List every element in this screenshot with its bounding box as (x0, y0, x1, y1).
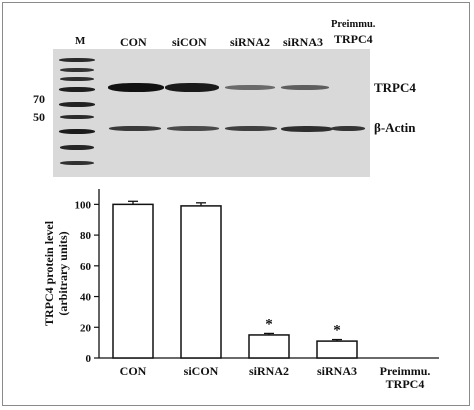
western-blot-image (53, 49, 370, 177)
x-tick-label: siRNA2 (249, 364, 289, 378)
trpc4-band-sirna3 (281, 85, 329, 90)
lane-label-sirna3: siRNA3 (283, 35, 324, 49)
y-tick-label: 0 (86, 353, 92, 365)
ladder-band (60, 115, 94, 119)
bar (180, 205, 222, 359)
significance-marker: * (265, 316, 273, 332)
lane-label-con: CON (120, 35, 147, 49)
mw-marker-70: 70 (33, 92, 45, 106)
trpc4-band-sicon (165, 83, 219, 92)
mw-marker-50: 50 (33, 110, 45, 124)
bar-chart: 0 20 40 60 80 100 TRPC4 protein level (arbitrar… (42, 189, 439, 391)
x-tick-label: TRPC4 (386, 377, 425, 391)
actin-band-sicon (167, 126, 219, 131)
marker-lane-label: M (75, 35, 86, 47)
lane-label-sicon: siCON (172, 35, 207, 49)
x-tick-label: Preimmu. (380, 364, 431, 378)
actin-band-sirna2 (225, 126, 277, 131)
y-axis-label-line1: TRPC4 protein level (42, 220, 56, 326)
ladder-band (59, 129, 95, 134)
y-tick-label: 80 (80, 230, 92, 242)
trpc4-band-label: TRPC4 (374, 80, 416, 95)
actin-band-label: β-Actin (374, 120, 416, 135)
actin-band-con (109, 126, 161, 131)
y-tick-label: 40 (80, 292, 92, 304)
ladder-band (60, 68, 94, 72)
lane-label-preimmune-line2: TRPC4 (334, 32, 373, 46)
ladder-band (60, 145, 94, 150)
trpc4-band-con (108, 83, 164, 92)
y-tick-label: 100 (75, 199, 92, 211)
actin-band-preimmune (331, 126, 365, 131)
ladder-band (59, 87, 95, 92)
y-tick-label: 60 (80, 261, 92, 273)
bar (248, 334, 290, 359)
bar (112, 203, 154, 359)
x-tick-label: CON (120, 364, 147, 378)
figure-frame: M CON siCON siRNA2 siRNA3 Preimmu. TRPC4… (2, 2, 470, 406)
bar (316, 340, 358, 359)
trpc4-band-sirna2 (225, 85, 275, 90)
y-tick-label: 20 (80, 322, 92, 334)
significance-marker: * (333, 323, 341, 339)
y-axis-label-line2: (arbitrary units) (56, 231, 70, 315)
ladder-band (60, 77, 94, 81)
ladder-band (59, 102, 95, 107)
actin-band-sirna3 (281, 126, 333, 132)
ladder-band (59, 58, 95, 62)
ladder-band (60, 161, 94, 165)
x-tick-label: siRNA3 (317, 364, 357, 378)
x-tick-label: siCON (184, 364, 219, 378)
lane-label-sirna2: siRNA2 (230, 35, 271, 49)
lane-label-preimmune-line1: Preimmu. (331, 19, 376, 30)
